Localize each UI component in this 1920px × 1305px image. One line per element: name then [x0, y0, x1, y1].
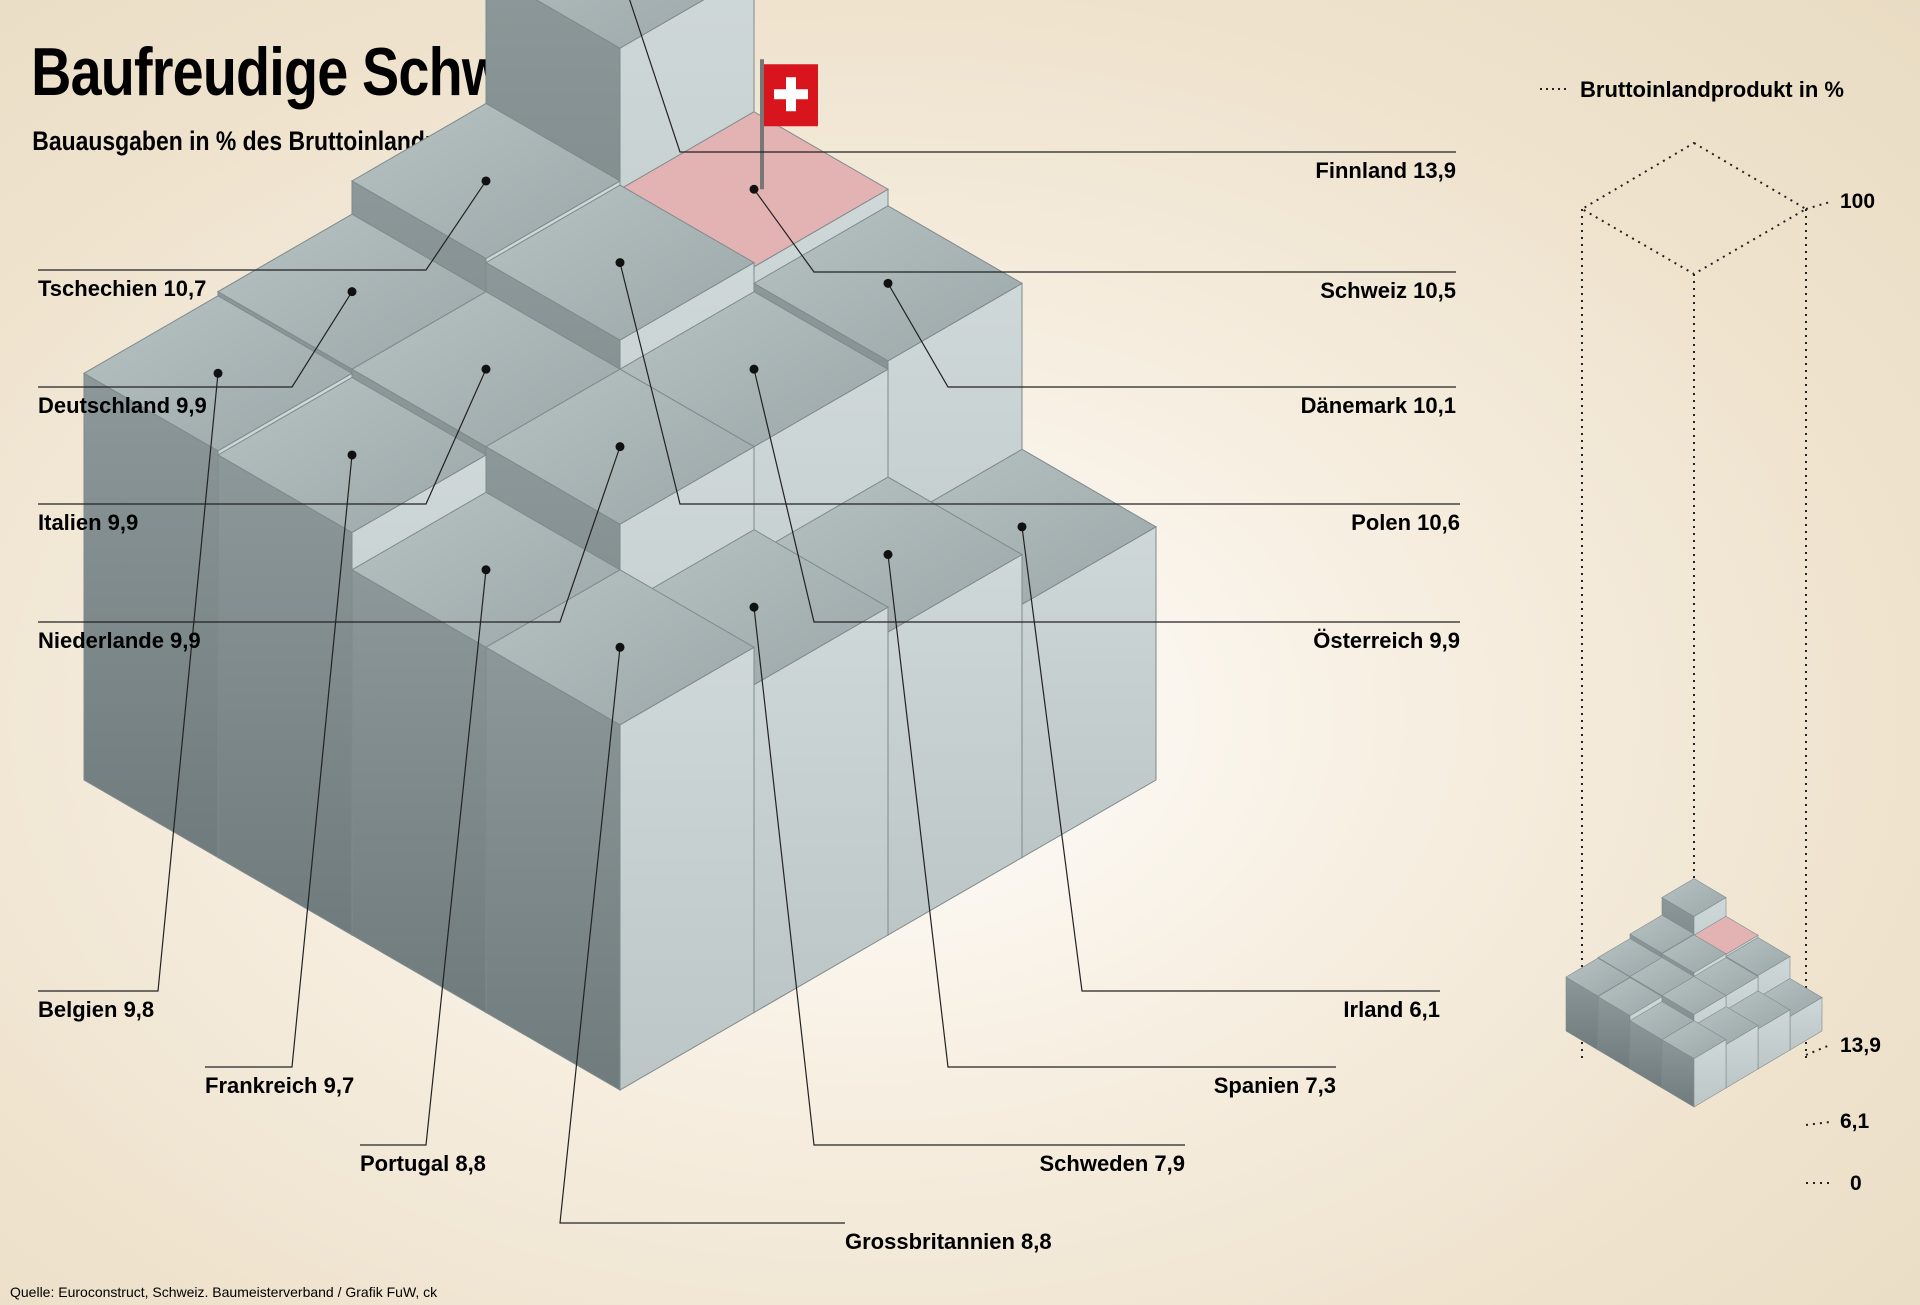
leader-dänemark [887, 283, 1456, 388]
label-spanien: Spanien 7,3 [1214, 1073, 1336, 1098]
mini-block-top-face [1565, 957, 1631, 997]
leader-dot-tschechien [481, 176, 491, 186]
label-italien: Italien 9,9 [38, 510, 138, 535]
leader-dot-italien [481, 364, 491, 374]
mini-block-top-face [1629, 914, 1695, 954]
leader-dot-spanien [883, 550, 893, 560]
leader-dot-grossbritannien [615, 642, 625, 652]
leader-spanien [887, 554, 1336, 1068]
country-labels: Finnland 13,9 Schweiz 10,5 Dänemark 10,1 Po… [38, 158, 1460, 1254]
leader-dot-irland [1017, 522, 1027, 532]
label-polen: Polen 10,6 [1351, 510, 1460, 535]
leader-grossbritannien [559, 647, 845, 1224]
leader-dot-frankreich [347, 450, 357, 460]
scale-tick-61 [1805, 1121, 1831, 1126]
label-niederlande: Niederlande 9,9 [38, 628, 201, 653]
leader-finnland [629, 0, 1456, 153]
leader-schweiz [753, 188, 1456, 273]
scale-tick-100 [1805, 201, 1831, 210]
mini-block-grossbritannien [1661, 1020, 1727, 1108]
label-dänemark: Dänemark 10,1 [1301, 393, 1456, 418]
leader-dot-belgien [213, 368, 223, 378]
swiss-flag [760, 59, 818, 190]
leader-dot-schweiz [749, 184, 759, 194]
mini-block-top-face [1661, 1020, 1727, 1059]
block-stack [83, 0, 1157, 1091]
scale-label-100: 100 [1840, 190, 1875, 213]
leader-dot-dänemark [883, 278, 893, 288]
leader-niederlande [38, 446, 621, 623]
label-schweiz: Schweiz 10,5 [1320, 278, 1456, 303]
leader-deutschland [38, 291, 353, 388]
leader-portugal [360, 569, 487, 1146]
scale-reference: 100 13,9 6,1 0 [1565, 141, 1881, 1195]
mini-block-top-face [1661, 976, 1727, 1015]
leader-dot-schweden [749, 602, 759, 612]
source-note: Quelle: Euroconstruct, Schweiz. Baumeist… [10, 1284, 438, 1300]
mini-block-top-face [1597, 977, 1663, 1016]
mini-block-top-face [1725, 937, 1791, 976]
leader-dot-niederlande [615, 442, 625, 452]
label-finnland: Finnland 13,9 [1315, 158, 1456, 183]
mini-block-top-face [1661, 934, 1727, 974]
leader-tschechien [38, 180, 487, 271]
scale-mini-stack [1565, 878, 1823, 1108]
leader-schweden [753, 607, 1185, 1146]
block-left-face [83, 372, 219, 859]
leader-polen [619, 262, 1460, 505]
label-österreich: Österreich 9,9 [1313, 628, 1460, 653]
scale-label-61: 6,1 [1840, 1110, 1870, 1133]
label-deutschland: Deutschland 9,9 [38, 393, 207, 418]
leader-dot-österreich [749, 364, 759, 374]
leader-dot-deutschland [347, 287, 357, 297]
leader-österreich [753, 369, 1460, 623]
leader-dot-portugal [481, 565, 491, 575]
block-top-face [535, 0, 705, 49]
scale-label-0: 0 [1850, 1172, 1862, 1195]
flag-cross-horizontal [774, 89, 808, 100]
mini-block-top-face [1661, 878, 1727, 917]
leader-irland [1021, 526, 1440, 992]
label-leaders [38, 0, 1460, 1224]
scale-cube-top [1582, 143, 1805, 274]
label-grossbritannien: Grossbritannien 8,8 [845, 1229, 1052, 1254]
scale-label-139: 13,9 [1840, 1034, 1881, 1057]
label-schweden: Schweden 7,9 [1039, 1151, 1185, 1176]
scale-tick-139 [1805, 1044, 1831, 1056]
leader-italien [38, 368, 487, 505]
label-frankreich: Frankreich 9,7 [205, 1073, 354, 1098]
leader-belgien [38, 373, 219, 992]
scale-outline-top [1580, 141, 1808, 276]
label-belgien: Belgien 9,8 [38, 997, 154, 1022]
label-irland: Irland 6,1 [1343, 997, 1440, 1022]
block-left-face [217, 454, 353, 936]
legend-label: Bruttoinlandprodukt in % [1580, 77, 1844, 102]
label-portugal: Portugal 8,8 [360, 1151, 486, 1176]
label-tschechien: Tschechien 10,7 [38, 276, 206, 301]
leader-frankreich [205, 454, 353, 1068]
leader-dot-polen [615, 258, 625, 268]
